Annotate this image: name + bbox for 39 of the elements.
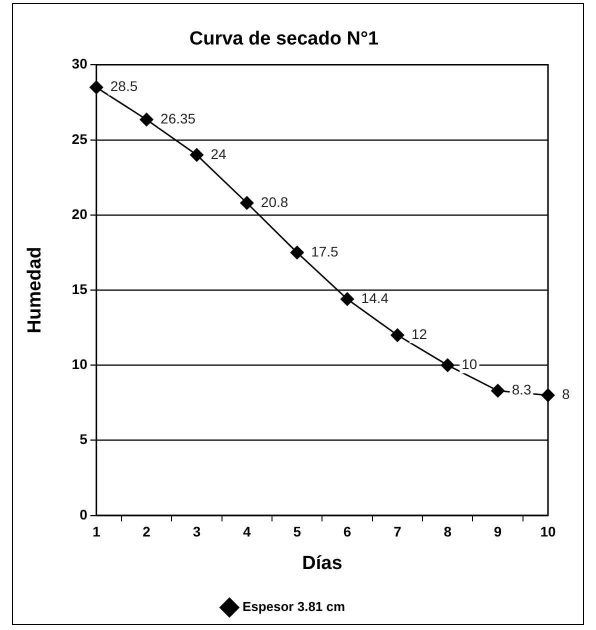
x-tick-label: 10 — [540, 524, 556, 540]
x-tick-label: 2 — [142, 524, 151, 540]
point — [390, 328, 404, 342]
x-tick-label: 3 — [192, 524, 201, 540]
x-tick-label: 4 — [243, 524, 252, 540]
data-label: 24 — [210, 146, 227, 162]
data-label: 26.35 — [160, 110, 196, 126]
data-label: 12 — [411, 326, 428, 342]
x-tick-label: 6 — [343, 524, 352, 540]
legend-label: Espesor 3.81 cm — [242, 599, 346, 614]
data-label: 28.5 — [110, 78, 138, 94]
x-tick-label: 5 — [293, 524, 302, 540]
point — [491, 384, 505, 398]
point — [290, 246, 304, 260]
y-tick-label: 0 — [80, 506, 88, 522]
data-label: 20.8 — [260, 194, 288, 210]
y-tick-label: 15 — [72, 280, 88, 297]
y-tick-label: 10 — [72, 356, 88, 372]
x-tick-label: 9 — [494, 524, 502, 540]
y-tick-label: 30 — [72, 56, 88, 72]
x-tick-label: 1 — [92, 524, 100, 540]
point — [240, 196, 254, 210]
x-tick-label: 8 — [444, 524, 452, 540]
data-label: 14.4 — [361, 290, 389, 306]
data-label: 17.5 — [311, 243, 339, 260]
x-axis-title: Días — [302, 552, 342, 574]
point — [190, 148, 204, 162]
data-label: 8 — [562, 386, 570, 402]
y-tick-label: 20 — [72, 206, 88, 222]
point — [140, 112, 154, 126]
chart-title: Curva de secado N°1 — [189, 28, 380, 50]
data-label: 10 — [462, 356, 478, 372]
y-tick-label: 5 — [80, 431, 88, 448]
y-tick-label: 25 — [72, 130, 88, 147]
data-label: 8.3 — [512, 382, 532, 398]
x-tick-label: 7 — [394, 524, 402, 540]
point — [340, 292, 354, 306]
point — [440, 358, 454, 372]
y-axis-title: Humedad — [24, 246, 46, 334]
